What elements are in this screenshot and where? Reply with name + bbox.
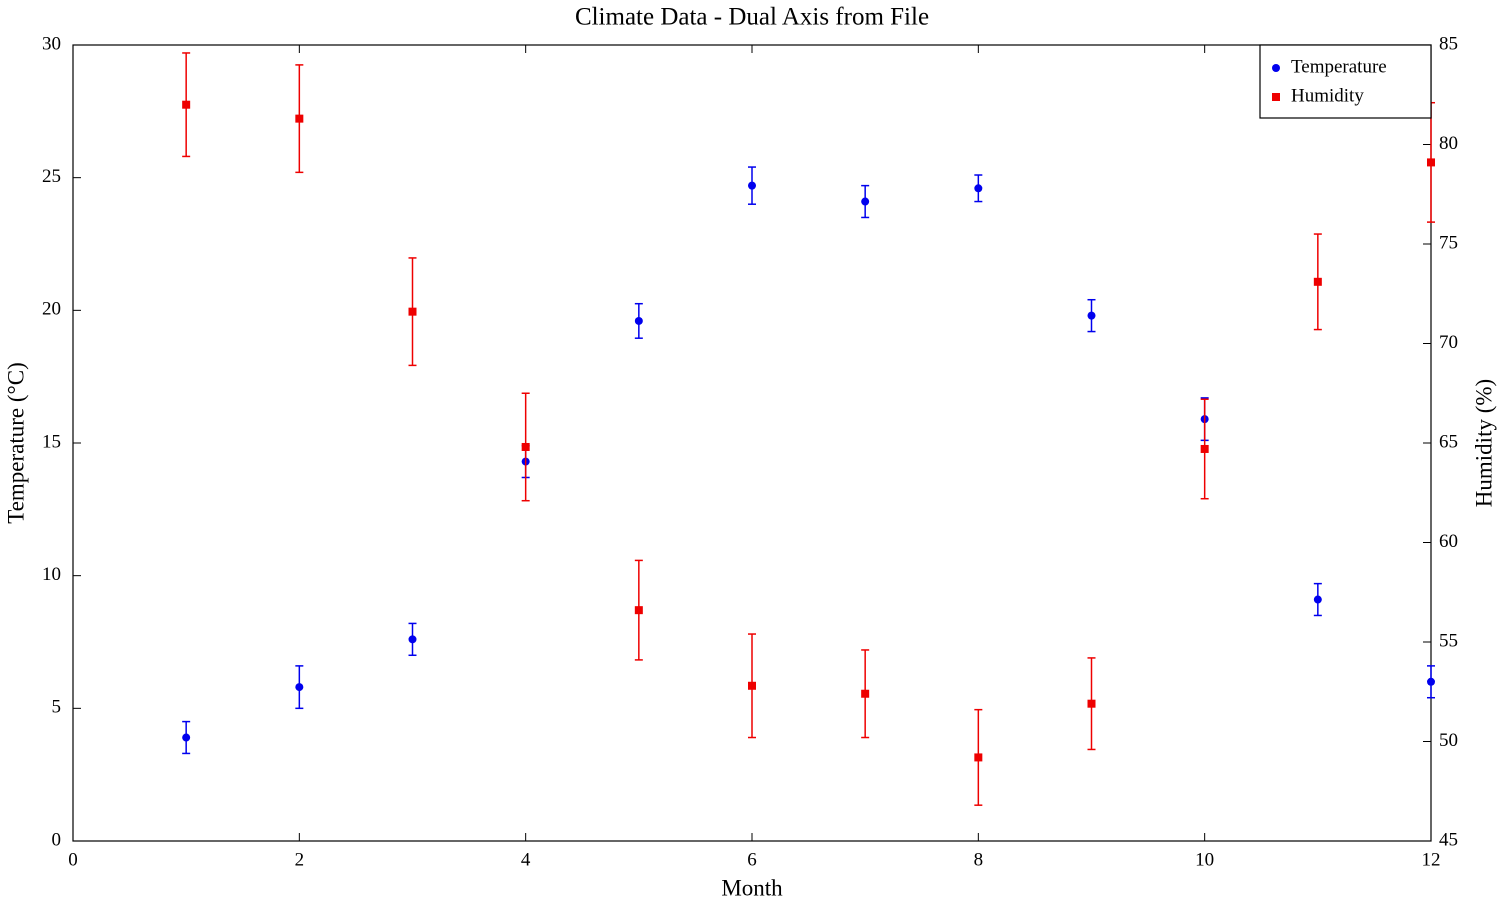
y2-tick-label: 60 — [1439, 531, 1458, 552]
x-tick-label: 4 — [521, 849, 531, 870]
y2-tick-label: 70 — [1439, 332, 1458, 353]
y-tick-label: 25 — [42, 166, 61, 187]
y-tick-label: 20 — [42, 299, 61, 320]
x-axis-label: Month — [721, 875, 783, 900]
y2-tick-label: 85 — [1439, 33, 1458, 54]
y2-tick-label: 80 — [1439, 133, 1458, 154]
data-point — [1427, 158, 1435, 167]
x-tick-label: 8 — [974, 849, 984, 870]
data-point — [748, 181, 756, 190]
data-point — [974, 753, 983, 762]
y2-tick-label: 55 — [1439, 630, 1458, 651]
y-tick-label: 0 — [52, 829, 62, 850]
data-point — [748, 681, 756, 690]
y-tick-label: 10 — [42, 564, 61, 585]
x-tick-label: 0 — [68, 849, 78, 870]
data-point — [974, 184, 983, 193]
data-point — [1313, 277, 1322, 286]
legend-label: Temperature — [1291, 56, 1387, 77]
data-point — [634, 606, 643, 615]
x-tick-label: 2 — [295, 849, 305, 870]
data-point — [1087, 699, 1096, 708]
data-point — [1200, 444, 1209, 453]
legend-marker — [1272, 93, 1280, 101]
data-point — [1087, 311, 1096, 320]
y-axis-label: Temperature (°C) — [3, 362, 28, 523]
data-point — [1313, 595, 1322, 604]
data-point — [295, 114, 304, 123]
legend-box — [1259, 44, 1432, 119]
x-tick-label: 6 — [747, 849, 757, 870]
y2-axis-label: Humidity (%) — [1471, 379, 1496, 507]
x-tick-label: 10 — [1195, 849, 1214, 870]
data-point — [521, 442, 530, 451]
data-point — [408, 635, 417, 644]
data-point — [634, 316, 643, 325]
y2-tick-label: 50 — [1439, 730, 1458, 751]
data-point — [182, 733, 191, 742]
y-tick-label: 5 — [52, 697, 62, 718]
chart-title: Climate Data - Dual Axis from File — [575, 4, 929, 31]
data-point — [295, 683, 304, 692]
y-tick-label: 15 — [42, 431, 61, 452]
x-tick-label: 12 — [1422, 849, 1441, 870]
data-point — [861, 197, 870, 206]
data-point — [1427, 677, 1435, 686]
y2-tick-label: 65 — [1439, 431, 1458, 452]
y-tick-label: 30 — [42, 33, 61, 54]
y2-tick-label: 45 — [1439, 829, 1458, 850]
data-point — [861, 689, 870, 698]
legend-label: Humidity — [1291, 85, 1364, 106]
data-point — [182, 100, 191, 109]
y2-tick-label: 75 — [1439, 232, 1458, 253]
data-point — [408, 307, 417, 316]
legend-marker — [1272, 64, 1280, 72]
